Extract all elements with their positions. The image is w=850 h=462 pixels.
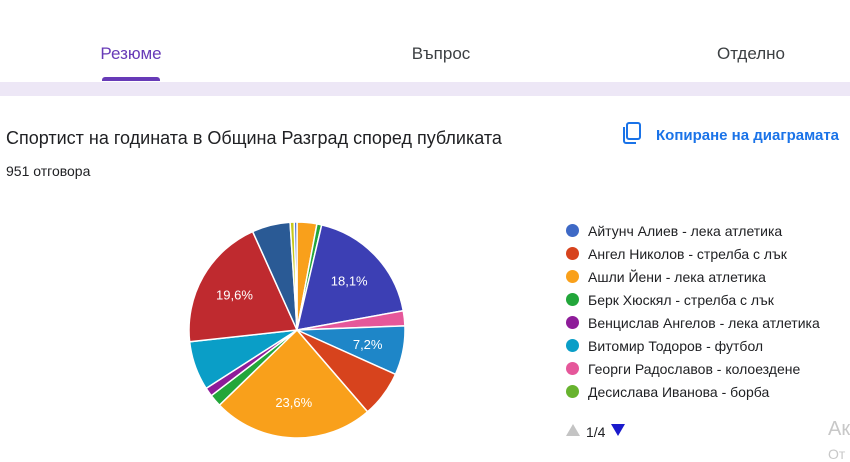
pie-slice[interactable] bbox=[188, 230, 299, 343]
copy-icon bbox=[620, 121, 644, 150]
tab-question[interactable]: Въпрос bbox=[411, 44, 471, 63]
legend-swatch bbox=[566, 385, 579, 398]
legend-pager: 1/4 bbox=[566, 423, 626, 441]
pager-down-icon[interactable] bbox=[611, 423, 626, 441]
active-tab-indicator bbox=[102, 77, 160, 81]
pie-slice[interactable] bbox=[293, 221, 298, 331]
legend-swatch bbox=[566, 339, 579, 352]
watermark-text: От bbox=[828, 446, 846, 462]
chart-legend: Айтунч Алиев - лека атлетика Ангел Никол… bbox=[566, 219, 820, 403]
legend-label: Витомир Тодоров - футбол bbox=[588, 337, 764, 354]
slice-percent-label: 23,6% bbox=[275, 395, 312, 410]
legend-swatch bbox=[566, 270, 579, 283]
watermark-text: Ак bbox=[828, 418, 850, 440]
legend-item: Витомир Тодоров - футбол bbox=[566, 334, 820, 357]
pie-chart: 18,1% 7,2% 23,6% 19,6% bbox=[188, 221, 406, 439]
legend-item: Десислава Иванова - борба bbox=[566, 380, 820, 403]
question-title: Спортист на годината в Община Разград сп… bbox=[6, 128, 502, 148]
legend-swatch bbox=[566, 247, 579, 260]
legend-swatch bbox=[566, 293, 579, 306]
copy-chart-button[interactable]: Копиране на диаграмата bbox=[620, 121, 840, 150]
legend-swatch bbox=[566, 362, 579, 375]
legend-label: Десислава Иванова - борба bbox=[588, 383, 770, 400]
legend-label: Георги Радославов - колоездене bbox=[588, 360, 801, 377]
question-card bbox=[0, 96, 850, 462]
section-divider bbox=[0, 82, 850, 96]
tab-bar: Резюме Въпрос Отделно bbox=[0, 0, 850, 82]
legend-item: Венцислав Ангелов - лека атлетика bbox=[566, 311, 820, 334]
legend-label: Берк Хюскял - стрелба с лък bbox=[588, 291, 774, 308]
legend-item: Ангел Николов - стрелба с лък bbox=[566, 242, 820, 265]
slice-percent-label: 7,2% bbox=[353, 337, 383, 352]
pie-slice[interactable] bbox=[296, 223, 405, 331]
legend-swatch bbox=[566, 224, 579, 237]
legend-item: Берк Хюскял - стрелба с лък bbox=[566, 288, 820, 311]
slice-percent-label: 18,1% bbox=[331, 273, 368, 288]
tab-summary[interactable]: Резюме bbox=[100, 44, 162, 63]
legend-item: Ашли Йени - лека атлетика bbox=[566, 265, 820, 288]
legend-swatch bbox=[566, 316, 579, 329]
slice-percent-label: 19,6% bbox=[216, 287, 253, 302]
legend-label: Венцислав Ангелов - лека атлетика bbox=[588, 314, 820, 331]
pager-page-label: 1/4 bbox=[586, 424, 606, 440]
legend-item: Айтунч Алиев - лека атлетика bbox=[566, 219, 820, 242]
tab-individual[interactable]: Отделно bbox=[716, 44, 786, 63]
legend-label: Ангел Николов - стрелба с лък bbox=[588, 245, 787, 262]
pager-up-icon[interactable] bbox=[566, 423, 580, 441]
legend-label: Айтунч Алиев - лека атлетика bbox=[588, 222, 783, 239]
copy-chart-label: Копиране на диаграмата bbox=[656, 126, 840, 144]
pie-slice[interactable] bbox=[218, 328, 369, 439]
legend-label: Ашли Йени - лека атлетика bbox=[588, 268, 766, 285]
response-count: 951 отговора bbox=[6, 163, 91, 179]
legend-item: Георги Радославов - колоездене bbox=[566, 357, 820, 380]
